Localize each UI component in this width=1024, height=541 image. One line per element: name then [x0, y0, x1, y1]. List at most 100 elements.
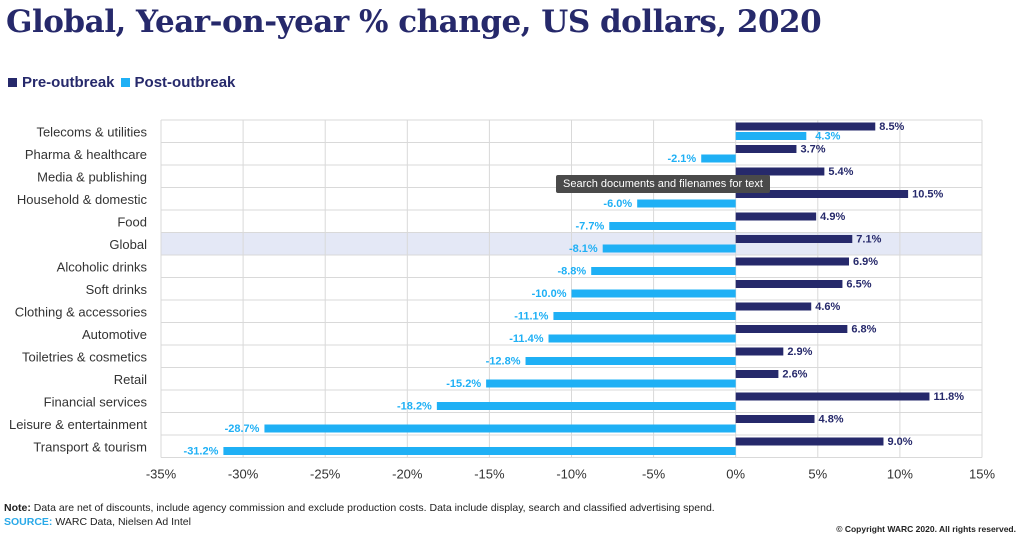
legend-label-pre: Pre-outbreak: [22, 74, 115, 91]
data-label-pre: 5.4%: [828, 166, 853, 178]
category-label: Food: [117, 214, 147, 229]
chart-title: Global, Year-on-year % change, US dollar…: [6, 4, 822, 40]
legend-label-post: Post-outbreak: [134, 74, 236, 91]
data-label-pre: 2.6%: [782, 369, 807, 381]
legend-swatch-post: [120, 78, 130, 87]
bar-pre-outbreak: [735, 370, 779, 378]
source-label: SOURCE:: [4, 516, 53, 528]
note-text: Data are net of discounts, include agenc…: [30, 502, 715, 514]
bar-post-outbreak: [602, 244, 736, 253]
data-label-post: -15.2%: [446, 378, 481, 390]
bar-pre-outbreak: [735, 280, 843, 288]
x-tick-label: -15%: [474, 467, 505, 482]
category-label: Pharma & healthcare: [25, 147, 147, 162]
category-label: Automotive: [82, 327, 147, 342]
data-label-post: -10.0%: [532, 288, 567, 300]
x-tick-label: -35%: [146, 467, 177, 482]
x-tick-label: 5%: [808, 467, 827, 482]
footnote: Note: Data are net of discounts, include…: [4, 502, 715, 514]
data-label-post: -6.0%: [603, 198, 632, 210]
data-label-post: -12.8%: [486, 356, 521, 368]
legend-item-pre: Pre-outbreak: [8, 74, 115, 91]
category-label: Toiletries & cosmetics: [22, 349, 147, 364]
data-label-pre: 2.9%: [787, 346, 812, 358]
data-label-post: -2.1%: [667, 153, 696, 165]
data-label-pre: 6.8%: [851, 324, 876, 336]
x-tick-label: -20%: [392, 467, 423, 482]
category-label: Retail: [114, 372, 147, 387]
data-label-post: -18.2%: [397, 401, 432, 413]
bar-post-outbreak: [223, 447, 736, 455]
data-label-post: -31.2%: [184, 446, 219, 458]
note-label: Note:: [4, 502, 31, 514]
bar-pre-outbreak: [735, 325, 848, 333]
bar-pre-outbreak: [735, 302, 812, 311]
data-label-pre: 6.5%: [846, 279, 871, 291]
bar-post-outbreak: [264, 424, 736, 433]
data-label-pre: 7.1%: [856, 234, 881, 246]
category-label: Clothing & accessories: [15, 304, 148, 319]
bar-pre-outbreak: [735, 257, 849, 266]
bar-post-outbreak: [571, 289, 736, 298]
category-label: Household & domestic: [17, 192, 148, 207]
x-tick-label: -25%: [310, 467, 341, 482]
x-tick-label: 0%: [726, 467, 745, 482]
bar-post-outbreak: [701, 154, 736, 163]
bar-post-outbreak: [525, 357, 736, 365]
copyright: © Copyright WARC 2020. All rights reserv…: [836, 524, 1016, 534]
category-label: Leisure & entertainment: [9, 417, 147, 432]
data-label-pre: 3.7%: [800, 144, 825, 156]
bar-post-outbreak: [486, 379, 736, 388]
category-label: Telecoms & utilities: [36, 124, 147, 139]
data-label-pre: 10.5%: [912, 189, 943, 201]
bar-pre-outbreak: [735, 347, 784, 356]
bar-pre-outbreak: [735, 145, 797, 153]
search-tooltip: Search documents and filenames for text: [556, 175, 770, 193]
x-tick-label: -30%: [228, 467, 259, 482]
data-label-pre: 4.8%: [819, 414, 844, 426]
data-label-pre: 9.0%: [887, 436, 912, 448]
bar-pre-outbreak: [735, 190, 909, 198]
data-label-pre: 4.6%: [815, 301, 840, 313]
data-label-pre: 6.9%: [853, 256, 878, 268]
category-label: Soft drinks: [86, 282, 148, 297]
legend: Pre-outbreak Post-outbreak: [8, 74, 241, 91]
data-label-pre: 11.8%: [933, 391, 964, 403]
data-label-pre: 8.5%: [879, 121, 904, 133]
category-label: Alcoholic drinks: [57, 259, 148, 274]
x-tick-label: -5%: [642, 467, 666, 482]
data-label-post: -28.7%: [225, 423, 260, 435]
source-line: SOURCE: WARC Data, Nielsen Ad Intel: [4, 516, 191, 528]
bar-pre-outbreak: [735, 167, 825, 176]
data-label-post: -11.1%: [514, 311, 548, 323]
bar-post-outbreak: [548, 334, 736, 343]
data-label-post: 4.3%: [815, 131, 840, 143]
source-text: WARC Data, Nielsen Ad Intel: [52, 516, 191, 528]
bar-post-outbreak: [735, 132, 807, 140]
bar-pre-outbreak: [735, 415, 815, 423]
bar-pre-outbreak: [735, 122, 876, 131]
data-label-post: -7.7%: [576, 221, 605, 233]
bar-pre-outbreak: [735, 392, 930, 401]
bar-post-outbreak: [609, 222, 736, 230]
bar-pre-outbreak: [735, 437, 884, 446]
category-label: Transport & tourism: [33, 439, 147, 454]
category-label: Financial services: [44, 394, 148, 409]
x-tick-label: -10%: [556, 467, 587, 482]
category-label: Global: [109, 237, 147, 252]
bar-post-outbreak: [436, 402, 736, 410]
legend-item-post: Post-outbreak: [120, 74, 236, 91]
data-label-post: -8.8%: [557, 266, 586, 278]
x-tick-label: 15%: [969, 467, 995, 482]
bar-pre-outbreak: [735, 235, 853, 243]
legend-swatch-pre: [8, 78, 17, 87]
bar-post-outbreak: [591, 267, 736, 275]
category-label: Media & publishing: [37, 169, 147, 184]
bar-post-outbreak: [553, 312, 736, 320]
data-label-post: -8.1%: [569, 243, 598, 255]
bar-post-outbreak: [637, 199, 736, 208]
bar-pre-outbreak: [735, 212, 817, 221]
data-label-post: -11.4%: [509, 333, 543, 345]
bar-chart: Telecoms & utilities Pharma & healthcare M…: [9, 119, 995, 482]
data-label-pre: 4.9%: [820, 211, 845, 223]
